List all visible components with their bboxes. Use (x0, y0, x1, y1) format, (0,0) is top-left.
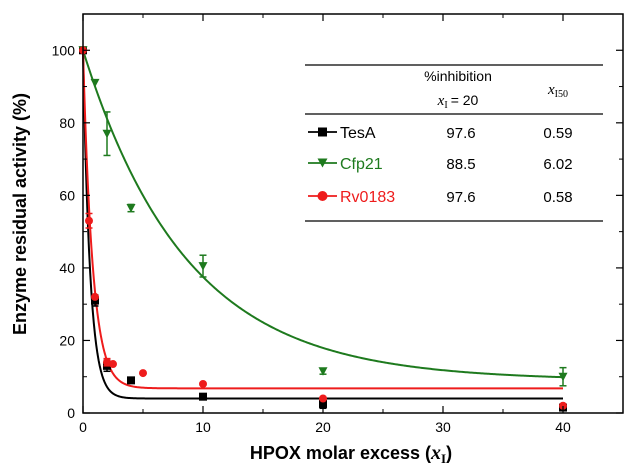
fit-curve-tesa (83, 50, 563, 398)
table-cell-rv0183-inhibition: 97.6 (446, 189, 475, 206)
ticks: 0 10 20 30 40 0 20 40 60 80 100 (52, 14, 623, 435)
x-axis-label-close: ) (446, 443, 452, 463)
table-cell-rv0183-xi50: 0.58 (543, 189, 572, 206)
legend-marker-rv0183 (318, 191, 328, 201)
legend-label-cfp21: Cfp21 (340, 156, 383, 173)
table-cell-cfp21-xi50: 6.02 (543, 156, 572, 173)
table-header-inhibition: %inhibition (424, 68, 492, 84)
table-header-xi-eq: = 20 (451, 92, 479, 108)
y-tick-label: 60 (59, 187, 75, 203)
data-point-rv0183 (85, 217, 93, 225)
fit-curve-cfp21 (83, 50, 563, 377)
fit-curves (83, 50, 563, 398)
y-tick-label: 40 (59, 260, 75, 276)
x-tick-label: 10 (195, 419, 211, 435)
x-tick-label: 0 (79, 419, 87, 435)
data-markers (79, 46, 568, 411)
y-axis-label: Enzyme residual activity (%) (10, 93, 30, 335)
plot-frame (83, 14, 623, 413)
table-row-cfp21: Cfp21 88.5 6.02 (308, 156, 573, 173)
table-header-xi-sub: I (444, 100, 447, 111)
table-header-xi-condition: xI = 20 (437, 92, 479, 111)
x-tick-label: 20 (315, 419, 331, 435)
legend-table: %inhibition xI = 20 xI50 TesA 97.6 0.59 C… (305, 65, 603, 221)
data-point-tesa (127, 376, 135, 384)
data-point-cfp21 (91, 79, 100, 88)
x-axis-label-var: x (430, 442, 441, 464)
table-row-tesa: TesA 97.6 0.59 (308, 125, 573, 142)
axes (83, 14, 623, 413)
legend-label-rv0183: Rv0183 (340, 189, 395, 206)
x-axis-label-text: HPOX molar excess ( (250, 443, 431, 463)
data-point-cfp21 (103, 130, 112, 139)
table-header-xi50: xI50 (547, 82, 568, 100)
x-axis-label: HPOX molar excess (xI) (250, 442, 452, 464)
x-tick-label: 40 (555, 419, 571, 435)
y-tick-label: 80 (59, 115, 75, 131)
legend-label-tesa: TesA (340, 125, 376, 142)
data-point-rv0183 (91, 293, 99, 301)
data-point-rv0183 (139, 369, 147, 377)
fit-curve-rv0183 (83, 50, 563, 388)
table-row-rv0183: Rv0183 97.6 0.58 (308, 189, 573, 206)
y-tick-label: 0 (67, 405, 75, 421)
data-point-rv0183 (199, 380, 207, 388)
data-point-rv0183 (109, 360, 117, 368)
data-point-tesa (199, 393, 207, 401)
data-point-cfp21 (199, 262, 208, 271)
data-point-rv0183 (319, 394, 327, 402)
table-header-xi50-sub: I50 (555, 89, 568, 100)
y-tick-label: 100 (52, 42, 76, 58)
table-cell-tesa-inhibition: 97.6 (446, 125, 475, 142)
y-tick-label: 20 (59, 332, 75, 348)
table-cell-tesa-xi50: 0.59 (543, 125, 572, 142)
legend-marker-tesa (318, 128, 327, 137)
table-cell-cfp21-inhibition: 88.5 (446, 156, 475, 173)
x-tick-label: 30 (435, 419, 451, 435)
